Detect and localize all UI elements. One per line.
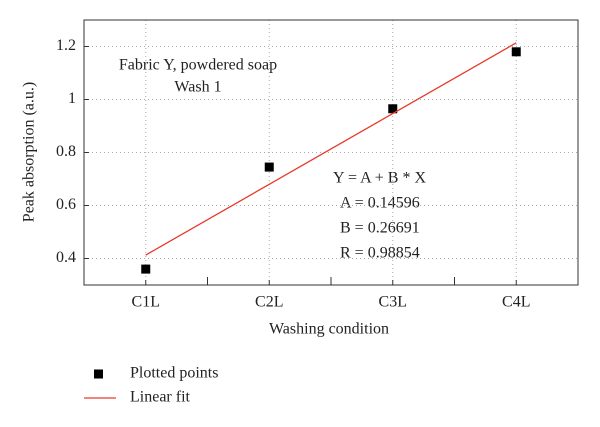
annotation: A = 0.14596: [340, 195, 420, 212]
y-tick-label: 0.4: [56, 249, 76, 266]
legend-marker: [94, 369, 103, 379]
annotation: B = 0.26691: [340, 220, 420, 237]
y-axis-label: Peak absorption (a.u.): [21, 82, 38, 222]
point: [264, 162, 274, 172]
x-tick-label: C3L: [379, 294, 407, 311]
y-tick-label: 0.6: [56, 196, 76, 213]
y-tick-label: 1: [68, 90, 76, 107]
annotation: Wash 1: [174, 79, 221, 96]
annotation: Fabric Y, powdered soap: [119, 57, 277, 74]
fit-line: [145, 42, 517, 256]
x-tick-label: C4L: [502, 294, 530, 311]
point: [141, 264, 151, 274]
point: [388, 104, 398, 114]
x-tick-label: C2L: [255, 294, 283, 311]
annotation: Y = A + B * X: [333, 170, 426, 187]
annotation: R = 0.98854: [340, 245, 420, 262]
x-tick-label: C1L: [132, 294, 160, 311]
y-tick-label: 0.8: [56, 143, 76, 160]
legend-label: Plotted points: [130, 365, 218, 382]
y-tick-label: 1.2: [56, 37, 76, 54]
plot-frame: [83, 19, 579, 286]
legend-label: Linear fit: [130, 389, 191, 406]
x-axis-label: Washing condition: [269, 321, 389, 338]
point: [511, 47, 521, 57]
